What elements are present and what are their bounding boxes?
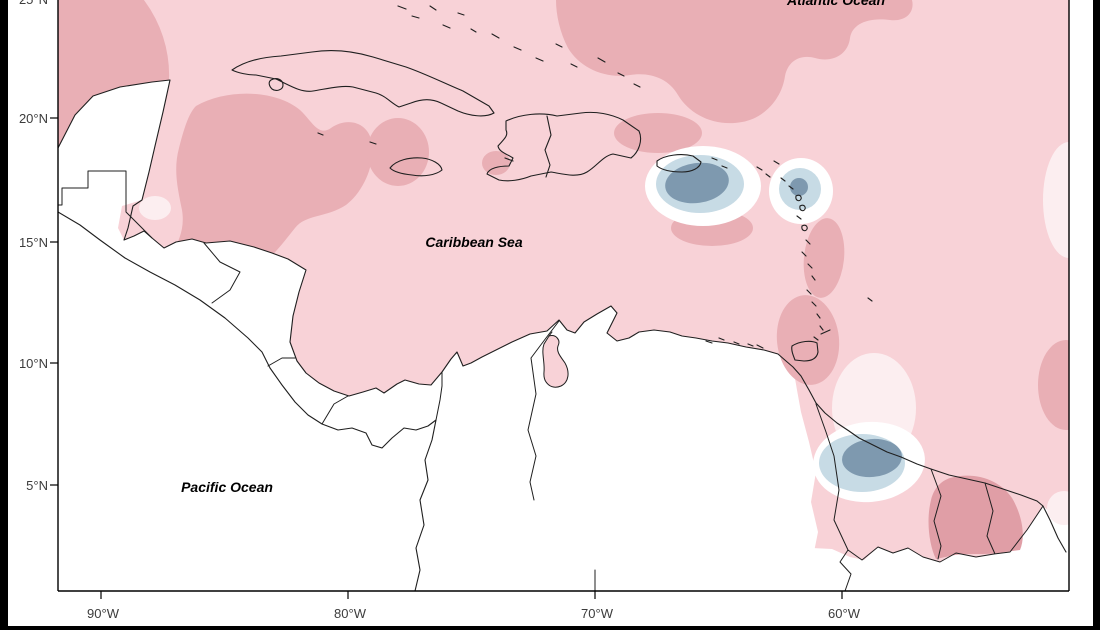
lat-label-25n: 25°N — [2, 0, 48, 7]
country-borders — [58, 170, 1044, 591]
jamaica-anomaly-blob — [367, 118, 429, 186]
atlantic-ocean-label: Atlantic Ocean — [786, 0, 886, 8]
near-zero-patches-ocean — [139, 142, 1069, 258]
right-edge-pale-patch — [1043, 142, 1069, 258]
haiti-anomaly-spot — [482, 151, 510, 175]
pacific-coastline — [58, 211, 437, 591]
pacific-ocean-label: Pacific Ocean — [181, 479, 273, 495]
jamaica-outline — [389, 157, 443, 177]
lat-label-15n: 15°N — [18, 235, 48, 250]
map-frame — [57, 0, 1070, 592]
cuba-outline — [231, 50, 495, 117]
suriname-strong-anomaly-patch — [928, 475, 1023, 559]
antigua-strong-negative-core — [790, 178, 808, 196]
lat-label-20n: 20°N — [18, 111, 48, 126]
trinidad-tobago-outline — [791, 329, 831, 362]
axis-ticks — [50, 117, 843, 599]
mona-anomaly-blob — [614, 113, 702, 153]
right-edge-moderate-blob — [1038, 340, 1069, 430]
continental-landmass — [58, 80, 818, 591]
puerto-rico-outline — [656, 154, 702, 173]
bottom-black-border — [0, 626, 1100, 630]
atlantic-anomaly-band — [556, 0, 913, 124]
lon-label-90w: 90°W — [87, 606, 119, 621]
pr-strong-negative-core — [665, 162, 729, 204]
trinidad-anomaly-band — [776, 295, 840, 385]
lat-label-10n: 10°N — [18, 356, 48, 371]
hispaniola-outline — [486, 111, 642, 182]
lon-label-80w: 80°W — [334, 606, 366, 621]
lon-label-60w: 60°W — [828, 606, 860, 621]
amapa-pale-patch — [1047, 491, 1069, 525]
small-islands-outlines — [317, 5, 873, 349]
negative-anomaly-puerto-rico — [645, 146, 761, 226]
lake-maracaibo — [542, 335, 569, 388]
caribbean-sea-label: Caribbean Sea — [425, 234, 523, 250]
guyana-strong-negative-core — [842, 438, 902, 478]
lat-label-5n: 5°N — [26, 478, 48, 493]
brazil-landmass — [812, 506, 1069, 591]
coastlines — [58, 5, 1067, 591]
right-black-border — [1093, 0, 1100, 630]
left-black-border — [0, 0, 8, 630]
lon-label-70w: 70°W — [581, 606, 613, 621]
negative-anomaly-guyana — [813, 421, 925, 503]
belize-pale-patch — [139, 196, 171, 220]
caribbean-atlantic-coastline — [58, 79, 1067, 553]
negative-anomaly-antigua — [769, 158, 833, 224]
